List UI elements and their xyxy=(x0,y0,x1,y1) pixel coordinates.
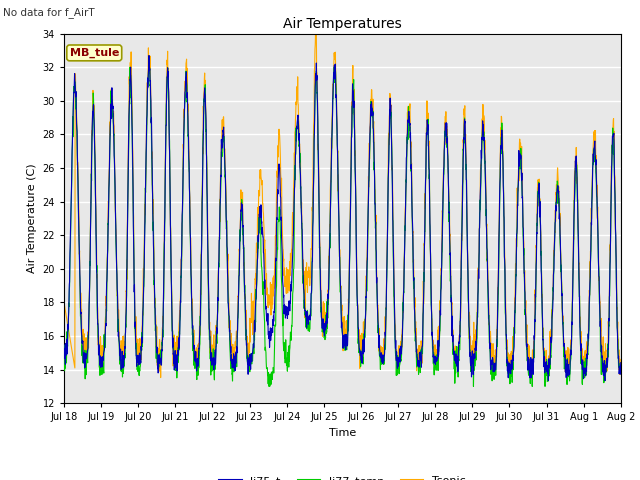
li77_temp xyxy=(316,277,324,283)
li77_temp xyxy=(617,365,625,371)
X-axis label: Time: Time xyxy=(329,428,356,438)
li75_t xyxy=(601,374,609,380)
li75_t xyxy=(145,53,153,59)
Tsonic xyxy=(499,140,506,145)
li77_temp xyxy=(331,63,339,69)
Line: li75_t: li75_t xyxy=(64,56,621,381)
Tsonic xyxy=(602,366,609,372)
li77_temp xyxy=(601,369,609,374)
Tsonic xyxy=(60,300,68,305)
li77_temp xyxy=(332,65,339,71)
Title: Air Temperatures: Air Temperatures xyxy=(283,17,402,31)
li75_t xyxy=(602,362,609,368)
li75_t xyxy=(331,76,339,82)
li77_temp xyxy=(265,384,273,389)
li75_t xyxy=(316,267,324,273)
li75_t xyxy=(60,342,68,348)
Legend: li75_t, li77_temp, Tsonic: li75_t, li77_temp, Tsonic xyxy=(215,471,470,480)
li77_temp xyxy=(60,356,68,362)
Tsonic xyxy=(316,264,324,270)
Text: No data for f_AirT: No data for f_AirT xyxy=(3,7,95,18)
li75_t xyxy=(617,360,625,365)
Tsonic xyxy=(312,31,319,36)
li75_t xyxy=(88,118,96,123)
li75_t xyxy=(499,152,506,158)
Line: li77_temp: li77_temp xyxy=(64,66,621,386)
li77_temp xyxy=(499,163,507,169)
Tsonic xyxy=(617,357,625,362)
Text: MB_tule: MB_tule xyxy=(70,48,119,58)
Tsonic xyxy=(88,112,96,118)
Y-axis label: Air Temperature (C): Air Temperature (C) xyxy=(27,164,37,273)
li77_temp xyxy=(88,131,96,136)
li75_t xyxy=(601,378,609,384)
Line: Tsonic: Tsonic xyxy=(64,34,621,379)
Tsonic xyxy=(331,57,339,62)
li77_temp xyxy=(602,378,609,384)
Tsonic xyxy=(601,361,609,367)
Tsonic xyxy=(527,376,535,382)
